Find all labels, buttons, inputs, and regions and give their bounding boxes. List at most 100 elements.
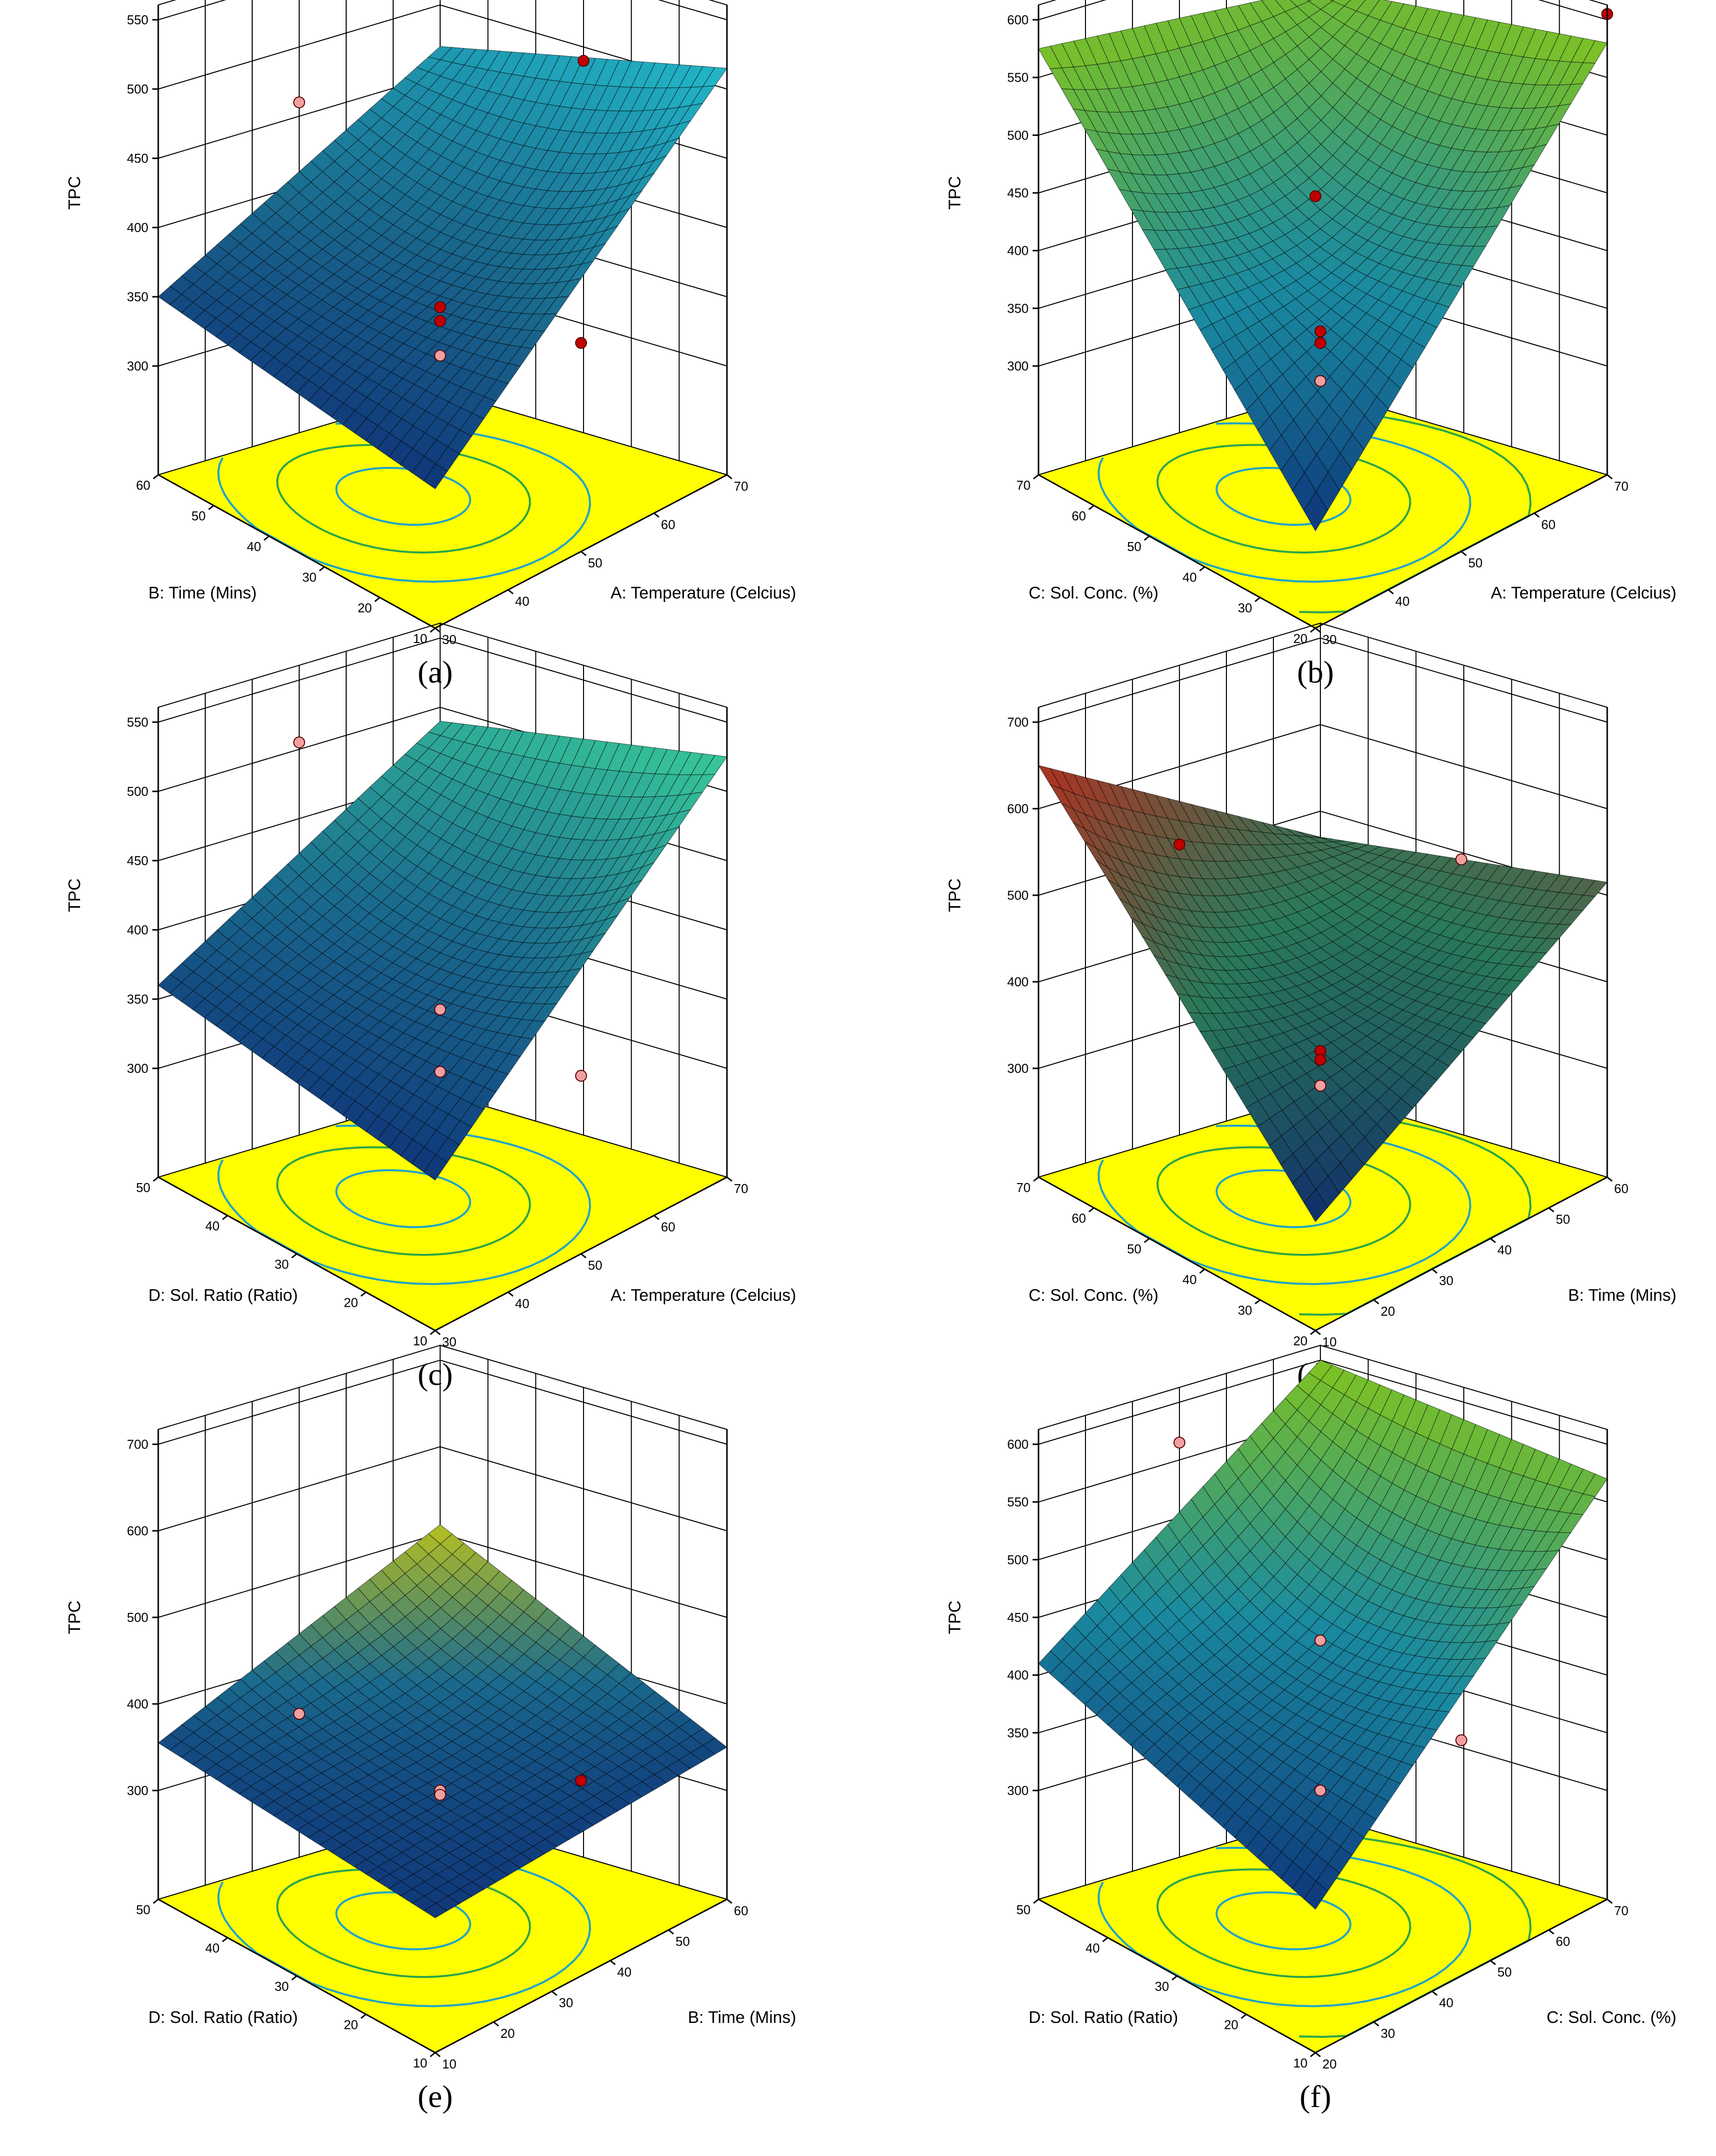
- z-tick-label: 350: [1007, 1725, 1029, 1740]
- left-axis-tick: 60: [1072, 508, 1086, 523]
- left-axis: 50 40 30 20 10 D: Sol. Ratio (Ratio): [136, 1898, 436, 2070]
- z-axis-label: TPC: [946, 1601, 964, 1634]
- right-axis-tick: 40: [1396, 594, 1410, 609]
- z-tick-label: 600: [1007, 801, 1029, 816]
- z-axis-label: TPC: [946, 176, 964, 210]
- left-axis: 50 40 30 20 10 D: Sol. Ratio (Ratio): [136, 1176, 436, 1348]
- contour-lines: [1097, 1829, 1532, 2038]
- panel-e: 300 400 500 600 700 TPC 50 40 30 20 10 D: Sol. Rati…: [65, 1344, 796, 2114]
- right-axis-tick: 10: [442, 2057, 456, 2071]
- panel-caption: (b): [1297, 654, 1334, 689]
- right-axis: 10 20 30 40 50 60 B: Time (Mins): [1315, 1176, 1676, 1349]
- left-axis-tick: 20: [344, 2018, 358, 2032]
- panel-caption: (e): [417, 2079, 452, 2114]
- left-axis-tick: 10: [1293, 2056, 1308, 2070]
- design-point: [434, 350, 446, 362]
- right-axis-tick: 40: [1439, 1995, 1453, 2010]
- z-tick-label: 350: [127, 289, 148, 304]
- left-axis-tick: 30: [274, 1979, 289, 1994]
- contour-line: [1097, 1846, 1472, 2008]
- z-axis: 300 350 400 450 500 550 600 TPC: [946, 5, 1039, 475]
- right-axis-tick: 60: [661, 1220, 676, 1235]
- response-surface: [1038, 765, 1608, 1223]
- left-axis: 70 60 50 40 30 20 C: Sol. Conc. (%): [1016, 1176, 1316, 1348]
- panel-d: 300 400 500 600 700 TPC 70 60 50 40 30 20 C: Sol. Co…: [946, 622, 1676, 1392]
- design-point: [1314, 1634, 1326, 1647]
- right-axis-tick: 50: [676, 1934, 690, 1949]
- response-surface: [1038, 0, 1608, 532]
- design-points: [1174, 1436, 1467, 1796]
- contour-line: [217, 1124, 591, 1285]
- left-axis-tick: 40: [1182, 570, 1197, 585]
- left-axis-tick: 40: [247, 539, 261, 554]
- left-axis-tick: 20: [1293, 1333, 1308, 1348]
- z-tick-label: 300: [1007, 1061, 1029, 1076]
- right-axis-tick: 60: [1614, 1181, 1628, 1196]
- design-points: [1174, 838, 1467, 1092]
- left-axis-tick: 70: [1016, 478, 1031, 493]
- left-axis-label: D: Sol. Ratio (Ratio): [148, 2008, 298, 2027]
- design-point: [1314, 1785, 1326, 1796]
- z-tick-label: 700: [1007, 715, 1029, 730]
- z-tick-label: 400: [127, 1697, 148, 1711]
- right-axis-tick: 20: [1381, 1304, 1395, 1319]
- right-axis-tick: 70: [734, 1181, 748, 1196]
- z-axis-label: TPC: [65, 176, 84, 210]
- response-surface: [158, 46, 728, 490]
- left-axis-label: B: Time (Mins): [148, 584, 257, 602]
- right-axis-tick: 50: [588, 555, 602, 570]
- z-axis: 300 350 400 450 500 550 600 TPC: [946, 1429, 1039, 1899]
- design-points: [293, 736, 587, 1082]
- design-point: [1314, 1054, 1326, 1066]
- right-axis: 10 20 30 40 50 60 B: Time (Mins): [435, 1898, 796, 2071]
- left-axis-tick: 10: [413, 631, 427, 646]
- z-tick-label: 500: [127, 82, 148, 96]
- z-tick-label: 300: [127, 359, 148, 373]
- design-point: [1314, 337, 1326, 349]
- z-tick-label: 400: [1007, 1668, 1029, 1683]
- z-tick-label: 350: [1007, 301, 1029, 316]
- design-point: [293, 1708, 305, 1720]
- response-surface: [158, 721, 728, 1181]
- z-tick-label: 700: [127, 1437, 148, 1452]
- right-axis-tick: 40: [617, 1965, 632, 1979]
- z-tick-label: 500: [127, 1610, 148, 1625]
- contour-line: [1288, 1829, 1532, 2038]
- right-axis-label: A: Temperature (Celcius): [611, 584, 796, 602]
- z-axis-label: TPC: [946, 878, 964, 912]
- left-axis-tick: 20: [1224, 2018, 1238, 2032]
- right-axis-tick: 50: [1497, 1965, 1512, 1979]
- design-point: [434, 1789, 446, 1801]
- z-axis: 300 350 400 450 500 550 TPC: [65, 707, 159, 1177]
- left-axis-tick: 50: [136, 1180, 150, 1195]
- z-tick-label: 450: [127, 853, 148, 868]
- design-point: [293, 96, 305, 108]
- z-tick-label: 500: [1007, 888, 1029, 903]
- panel-caption: (f): [1300, 2079, 1331, 2114]
- left-axis-tick: 40: [1182, 1272, 1197, 1287]
- design-points: [1310, 8, 1613, 387]
- left-axis-tick: 50: [1127, 539, 1141, 554]
- contour-line: [335, 1169, 471, 1229]
- design-point: [434, 1066, 446, 1078]
- left-axis-tick: 30: [1238, 1303, 1252, 1318]
- design-point: [293, 736, 305, 748]
- z-tick-label: 400: [127, 922, 148, 937]
- right-axis-label: B: Time (Mins): [1568, 1286, 1676, 1305]
- left-axis-label: C: Sol. Conc. (%): [1029, 1286, 1159, 1305]
- design-point: [1314, 375, 1326, 387]
- left-axis-tick: 20: [358, 600, 372, 615]
- design-point: [434, 1004, 446, 1015]
- z-axis: 300 350 400 450 500 550 TPC: [65, 5, 159, 475]
- right-axis-label: B: Time (Mins): [688, 2008, 796, 2027]
- z-tick-label: 300: [127, 1783, 148, 1798]
- z-tick-label: 550: [127, 12, 148, 27]
- left-axis-tick: 60: [1072, 1211, 1086, 1226]
- right-axis-tick: 60: [1556, 1934, 1570, 1949]
- design-point: [1455, 1734, 1467, 1746]
- right-axis-tick: 50: [1468, 555, 1483, 570]
- left-axis-tick: 30: [1155, 1979, 1169, 1994]
- right-axis-tick: 30: [1381, 2026, 1395, 2041]
